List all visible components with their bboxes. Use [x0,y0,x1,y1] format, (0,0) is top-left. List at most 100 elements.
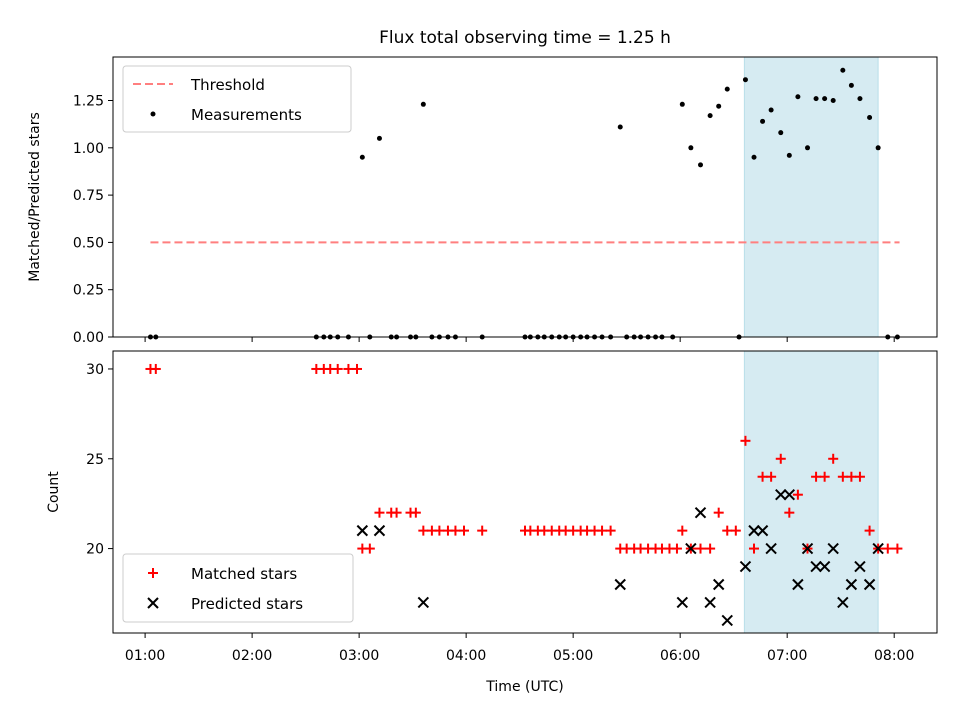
measurement-point [857,96,863,102]
predicted-star-point [863,578,876,591]
predicted-star-point [756,524,769,537]
matched-star-point [605,525,616,536]
predicted-star-point [818,560,831,573]
legend-measurements-swatch [150,111,156,117]
matched-star-point [410,507,421,518]
predicted-star-point [845,578,858,591]
predicted-star-point [712,578,725,591]
matched-star-point [792,489,803,500]
predicted-star-point [810,560,822,573]
x-tick-label: 02:00 [232,648,272,664]
top-y-tick-label: 1.25 [73,94,104,110]
matched-star-point [722,525,733,536]
predicted-star-point [373,524,386,537]
x-tick-label: 05:00 [553,648,593,664]
matched-star-point [828,453,839,464]
legend-matched-swatch [148,568,158,578]
matched-star-point [695,543,706,554]
measurement-point [848,82,854,88]
x-tick-label: 07:00 [767,648,807,664]
matched-star-point [882,543,893,554]
shaded-span-rect [743,56,879,338]
predicted-star-point [837,596,849,609]
matched-star-point [450,525,461,536]
matched-star-point [713,507,724,518]
predicted-star-point [765,542,777,555]
top-y-tick-label: 0.75 [73,188,104,204]
bottom-y-axis-label: Count [46,471,62,513]
matched-star-point [374,507,385,518]
matched-star-point [391,507,402,518]
legend-threshold-label: Threshold [190,76,265,94]
matched-star-points [145,363,903,554]
matched-star-point [351,363,362,374]
measurement-point [768,107,774,113]
measurement-point [760,118,766,124]
top-panel: 0.00 0.25 0.50 0.75 1.00 1.25 Matched/Predict… [27,56,938,346]
matched-star-point [864,525,875,536]
legend-measurements-label: Measurements [191,106,302,124]
top-axes-frame [112,56,938,338]
predicted-star-point [792,578,804,591]
predicted-star-point [417,596,430,609]
bottom-axes-frame [112,350,938,634]
predicted-star-points [356,488,884,627]
measurement-point [724,86,730,92]
measurement-point [679,101,685,107]
matched-star-point [418,525,429,536]
matched-star-point [364,543,375,554]
predicted-star-point [783,488,796,501]
measurement-point [698,162,704,168]
bottom-legend: Matched stars Predicted stars [122,553,354,623]
matched-star-point [846,471,857,482]
measurement-point [778,130,784,136]
measurement-point [617,124,623,130]
measurement-point [376,135,382,141]
legend-predicted-label: Predicted stars [191,595,303,613]
measurement-point [420,101,426,107]
top-shaded-span [743,56,879,338]
matched-star-point [784,507,795,518]
matched-star-point [819,471,830,482]
matched-star-point [677,525,688,536]
x-tick-label: 04:00 [446,648,486,664]
measurement-point [813,96,819,102]
bottom-y-tick-label: 30 [86,362,104,378]
bottom-shaded-span [743,350,879,634]
predicted-star-point [775,488,787,501]
measurement-point [707,113,713,119]
x-tick-label: 03:00 [339,648,379,664]
bottom-y-ticks: 20 25 30 [86,362,113,558]
predicted-star-point [614,578,626,591]
top-legend-box [122,65,352,133]
bottom-panel: 20 25 30 01:00 02:00 03:00 04:00 05:00 06:00 07:… [46,350,938,695]
matched-star-point [775,453,786,464]
x-tick-label: 06:00 [660,648,700,664]
bottom-y-tick-label: 25 [86,452,104,468]
x-tick-label: 01:00 [125,648,165,664]
matched-star-point [343,363,354,374]
top-y-tick-label: 0.50 [73,235,104,251]
top-y-axis-label: Matched/Predicted stars [27,112,43,282]
legend-predicted-swatch [147,597,159,609]
predicted-star-point [356,524,369,537]
matched-star-point [837,471,848,482]
matched-star-point [597,525,608,536]
bottom-x-ticks: 01:00 02:00 03:00 04:00 05:00 06:00 07:00 08:00 [125,633,914,664]
top-legend: Threshold Measurements [122,65,352,133]
predicted-star-point [748,524,760,537]
predicted-star-point [685,542,697,555]
measurement-point [716,103,722,109]
matched-star-point [854,471,865,482]
top-y-tick-label: 0.00 [73,330,104,346]
top-y-tick-label: 1.00 [73,141,104,157]
matched-star-point [757,471,768,482]
legend-plus-marker [148,568,158,578]
x-tick-label: 08:00 [874,648,914,664]
measurement-point [795,94,801,100]
predicted-star-point [721,614,733,627]
measurement-point [751,154,757,160]
legend-matched-label: Matched stars [191,565,297,583]
measurement-point [867,115,873,121]
